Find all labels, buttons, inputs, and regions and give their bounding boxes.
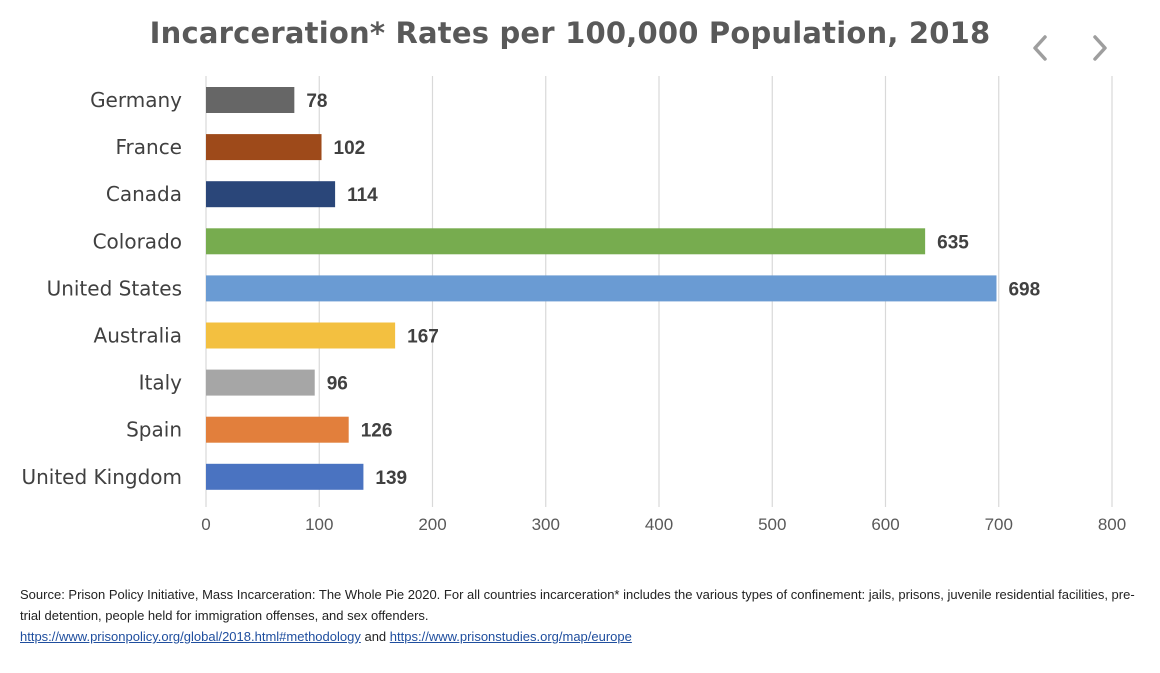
bar: [206, 416, 349, 443]
category-label: Colorado: [93, 229, 182, 253]
category-label: Italy: [139, 371, 183, 395]
bar: [206, 369, 315, 396]
data-label: 126: [361, 421, 393, 442]
category-label: Germany: [90, 88, 182, 112]
data-label: 114: [347, 185, 378, 206]
data-label: 78: [306, 91, 327, 112]
bar: [206, 228, 926, 255]
category-label: United Kingdom: [21, 465, 182, 489]
methodology-link[interactable]: https://www.prisonpolicy.org/global/2018…: [20, 629, 361, 644]
x-tick-label: 300: [532, 515, 560, 534]
x-tick-label: 200: [418, 515, 446, 534]
x-tick-label: 400: [645, 515, 673, 534]
data-label: 698: [1008, 279, 1040, 300]
data-label: 139: [375, 468, 407, 489]
x-tick-label: 500: [758, 515, 786, 534]
source-note: Source: Prison Policy Initiative, Mass I…: [20, 584, 1140, 647]
bar: [206, 463, 364, 490]
chevron-left-icon[interactable]: [1022, 28, 1058, 68]
source-joiner: and: [364, 629, 387, 644]
bar: [206, 87, 295, 113]
bar-chart: 0 100 200 300 400 500 600 700 800 Germany 78 France…: [21, 76, 1126, 534]
data-label: 167: [407, 327, 439, 348]
x-tick-label: 700: [985, 515, 1013, 534]
chevron-right-icon[interactable]: [1082, 28, 1118, 68]
data-label: 102: [334, 138, 366, 159]
bar: [206, 134, 322, 161]
x-tick-label: 800: [1098, 515, 1126, 534]
x-tick-label: 0: [201, 515, 210, 534]
category-label: United States: [47, 276, 182, 300]
data-label: 635: [937, 232, 969, 253]
category-label: Canada: [106, 182, 182, 206]
source-text: Source: Prison Policy Initiative, Mass I…: [20, 587, 1135, 623]
bar: [206, 275, 997, 302]
data-label: 96: [327, 374, 348, 395]
bar: [206, 181, 336, 208]
x-tick-label: 100: [305, 515, 333, 534]
category-label: Spain: [126, 418, 182, 442]
bar: [206, 322, 396, 349]
category-label: Australia: [94, 324, 182, 348]
prisonstudies-link[interactable]: https://www.prisonstudies.org/map/europe: [389, 629, 632, 644]
category-label: France: [115, 135, 182, 159]
chart-title: Incarceration* Rates per 100,000 Populat…: [149, 16, 991, 50]
x-tick-label: 600: [871, 515, 899, 534]
